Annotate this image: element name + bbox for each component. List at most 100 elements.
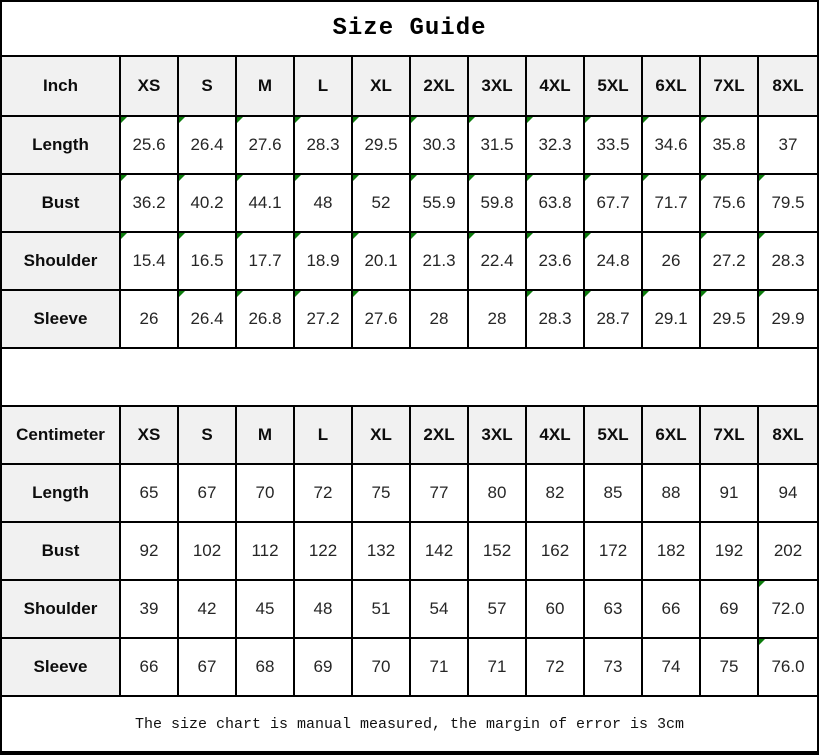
size-value-cell: 29.5	[353, 117, 411, 175]
unit-label-cell: Centimeter	[2, 407, 121, 465]
green-corner-flag-icon	[585, 175, 591, 181]
green-corner-flag-icon	[643, 291, 649, 297]
size-value-cell: 22.4	[469, 233, 527, 291]
green-corner-flag-icon	[585, 291, 591, 297]
size-value-cell: 55.9	[411, 175, 469, 233]
size-value-cell: 162	[527, 523, 585, 581]
measure-label-cell-sleeve: Sleeve	[2, 639, 121, 697]
size-header-cell-l: L	[295, 407, 353, 465]
size-value-cell: 65	[121, 465, 179, 523]
green-corner-flag-icon	[295, 233, 301, 239]
size-value-cell: 60	[527, 581, 585, 639]
green-corner-flag-icon	[179, 291, 185, 297]
measure-label-cell-shoulder: Shoulder	[2, 581, 121, 639]
size-header-cell-xl: XL	[353, 407, 411, 465]
green-corner-flag-icon	[411, 117, 417, 123]
size-value-cell: 34.6	[643, 117, 701, 175]
size-value-cell: 71	[469, 639, 527, 697]
footer-note: The size chart is manual measured, the m…	[134, 715, 685, 733]
size-value-cell: 48	[295, 581, 353, 639]
size-value-cell: 45	[237, 581, 295, 639]
green-corner-flag-icon	[585, 117, 591, 123]
size-value-cell: 26.4	[179, 291, 237, 349]
size-value-cell: 29.1	[643, 291, 701, 349]
size-header-cell-xs: XS	[121, 57, 179, 117]
size-header-cell-5xl: 5XL	[585, 407, 643, 465]
green-corner-flag-icon	[527, 291, 533, 297]
green-corner-flag-icon	[121, 233, 127, 239]
size-value-cell: 27.6	[237, 117, 295, 175]
size-value-cell: 37	[759, 117, 817, 175]
size-value-cell: 69	[295, 639, 353, 697]
size-header-cell-2xl: 2XL	[411, 407, 469, 465]
size-header-cell-s: S	[179, 407, 237, 465]
size-value-cell: 94	[759, 465, 817, 523]
green-corner-flag-icon	[121, 175, 127, 181]
green-corner-flag-icon	[759, 581, 765, 587]
size-header-cell-3xl: 3XL	[469, 57, 527, 117]
size-value-cell: 73	[585, 639, 643, 697]
green-corner-flag-icon	[527, 233, 533, 239]
green-corner-flag-icon	[353, 175, 359, 181]
measure-label-cell-shoulder: Shoulder	[2, 233, 121, 291]
size-value-cell: 39	[121, 581, 179, 639]
green-corner-flag-icon	[237, 291, 243, 297]
size-header-cell-4xl: 4XL	[527, 57, 585, 117]
size-value-cell: 28.3	[527, 291, 585, 349]
size-header-cell-7xl: 7XL	[701, 57, 759, 117]
size-header-cell-3xl: 3XL	[469, 407, 527, 465]
green-corner-flag-icon	[701, 117, 707, 123]
size-value-cell: 67	[179, 639, 237, 697]
green-corner-flag-icon	[237, 117, 243, 123]
size-value-cell: 75.6	[701, 175, 759, 233]
green-corner-flag-icon	[759, 291, 765, 297]
green-corner-flag-icon	[411, 175, 417, 181]
green-corner-flag-icon	[759, 175, 765, 181]
size-header-cell-xl: XL	[353, 57, 411, 117]
green-corner-flag-icon	[353, 291, 359, 297]
size-value-cell: 152	[469, 523, 527, 581]
green-corner-flag-icon	[469, 175, 475, 181]
size-value-cell: 15.4	[121, 233, 179, 291]
size-value-cell: 88	[643, 465, 701, 523]
size-value-cell: 26	[643, 233, 701, 291]
green-corner-flag-icon	[643, 175, 649, 181]
size-value-cell: 132	[353, 523, 411, 581]
size-value-cell: 48	[295, 175, 353, 233]
size-header-cell-s: S	[179, 57, 237, 117]
size-value-cell: 112	[237, 523, 295, 581]
size-value-cell: 36.2	[121, 175, 179, 233]
size-value-cell: 122	[295, 523, 353, 581]
size-value-cell: 66	[121, 639, 179, 697]
measure-label-cell-bust: Bust	[2, 523, 121, 581]
size-value-cell: 142	[411, 523, 469, 581]
size-value-cell: 27.6	[353, 291, 411, 349]
measure-label-cell-bust: Bust	[2, 175, 121, 233]
unit-label-cell: Inch	[2, 57, 121, 117]
size-value-cell: 26.4	[179, 117, 237, 175]
size-header-cell-5xl: 5XL	[585, 57, 643, 117]
size-value-cell: 51	[353, 581, 411, 639]
size-value-cell: 54	[411, 581, 469, 639]
size-value-cell: 57	[469, 581, 527, 639]
measure-label-cell-length: Length	[2, 117, 121, 175]
green-corner-flag-icon	[237, 175, 243, 181]
size-value-cell: 71	[411, 639, 469, 697]
size-value-cell: 77	[411, 465, 469, 523]
size-header-cell-7xl: 7XL	[701, 407, 759, 465]
measure-label-cell-sleeve: Sleeve	[2, 291, 121, 349]
green-corner-flag-icon	[701, 175, 707, 181]
size-value-cell: 182	[643, 523, 701, 581]
size-value-cell: 25.6	[121, 117, 179, 175]
size-value-cell: 71.7	[643, 175, 701, 233]
green-corner-flag-icon	[353, 233, 359, 239]
size-value-cell: 52	[353, 175, 411, 233]
size-value-cell: 82	[527, 465, 585, 523]
green-corner-flag-icon	[179, 117, 185, 123]
size-header-cell-6xl: 6XL	[643, 407, 701, 465]
size-value-cell: 26.8	[237, 291, 295, 349]
size-value-cell: 40.2	[179, 175, 237, 233]
green-corner-flag-icon	[179, 175, 185, 181]
size-value-cell: 67	[179, 465, 237, 523]
